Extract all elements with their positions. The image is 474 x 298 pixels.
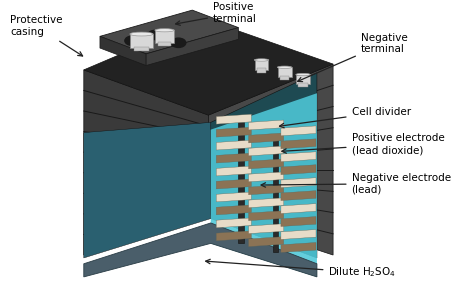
Text: Cell divider: Cell divider (280, 107, 410, 128)
Polygon shape (280, 76, 290, 80)
Ellipse shape (277, 66, 292, 69)
Polygon shape (211, 73, 317, 258)
Polygon shape (248, 172, 283, 182)
Polygon shape (100, 10, 238, 54)
Text: Negative electrode
(lead): Negative electrode (lead) (261, 173, 451, 194)
Circle shape (171, 38, 186, 47)
Polygon shape (209, 64, 333, 255)
Polygon shape (130, 34, 153, 48)
Polygon shape (248, 198, 283, 208)
Polygon shape (281, 152, 316, 162)
Polygon shape (248, 146, 283, 156)
Polygon shape (248, 159, 283, 169)
Polygon shape (278, 67, 292, 77)
Text: Positive electrode
(lead dioxide): Positive electrode (lead dioxide) (282, 134, 444, 155)
Circle shape (125, 36, 140, 45)
Polygon shape (216, 179, 251, 189)
Polygon shape (216, 114, 251, 124)
Polygon shape (211, 93, 317, 277)
Polygon shape (248, 224, 283, 234)
Polygon shape (158, 42, 171, 46)
Text: Dilute H$_2$SO$_4$: Dilute H$_2$SO$_4$ (206, 259, 396, 280)
Ellipse shape (296, 73, 310, 76)
Polygon shape (248, 120, 283, 130)
Polygon shape (84, 70, 209, 255)
Polygon shape (84, 122, 211, 258)
Polygon shape (216, 153, 251, 163)
Polygon shape (281, 243, 316, 252)
Polygon shape (298, 83, 308, 87)
Polygon shape (248, 237, 283, 246)
Polygon shape (248, 185, 283, 195)
Polygon shape (146, 28, 238, 66)
Polygon shape (216, 218, 251, 228)
Polygon shape (216, 205, 251, 215)
Ellipse shape (130, 32, 153, 36)
Polygon shape (248, 133, 283, 143)
Polygon shape (216, 140, 251, 150)
Polygon shape (281, 191, 316, 201)
Polygon shape (281, 229, 316, 240)
Polygon shape (216, 166, 251, 176)
Polygon shape (281, 139, 316, 149)
Polygon shape (216, 231, 251, 241)
Circle shape (148, 30, 163, 40)
Polygon shape (134, 46, 149, 51)
Polygon shape (238, 122, 244, 243)
Polygon shape (100, 36, 146, 66)
Polygon shape (248, 211, 283, 221)
Text: Protective
casing: Protective casing (10, 15, 82, 56)
Polygon shape (257, 69, 266, 73)
Polygon shape (281, 217, 316, 226)
Text: Negative
terminal: Negative terminal (298, 33, 408, 82)
Polygon shape (216, 192, 251, 202)
Text: Positive
terminal: Positive terminal (175, 2, 257, 25)
Polygon shape (281, 204, 316, 214)
Polygon shape (273, 134, 278, 252)
Polygon shape (155, 30, 174, 43)
Ellipse shape (155, 29, 174, 32)
Polygon shape (296, 74, 310, 84)
Polygon shape (255, 60, 268, 70)
Polygon shape (281, 178, 316, 188)
Polygon shape (281, 165, 316, 175)
Ellipse shape (254, 59, 269, 61)
Polygon shape (216, 127, 251, 137)
Polygon shape (84, 19, 333, 115)
Polygon shape (84, 223, 317, 277)
Polygon shape (281, 126, 316, 136)
